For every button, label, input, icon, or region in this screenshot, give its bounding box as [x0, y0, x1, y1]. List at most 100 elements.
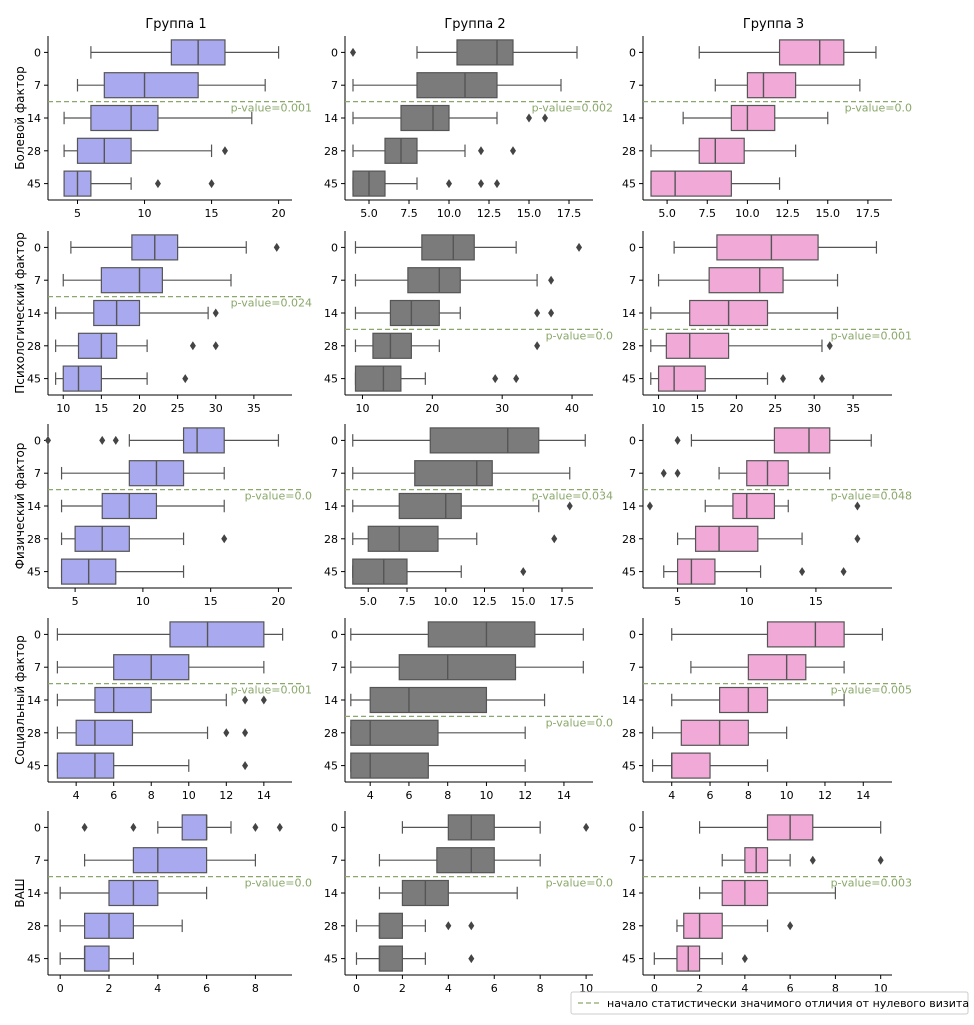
row-label: ВАШ [13, 878, 27, 907]
outlier-marker [877, 855, 884, 865]
outlier-marker [534, 341, 541, 351]
box-7 [76, 72, 266, 99]
y-tick-label: 14 [27, 887, 41, 900]
outlier-marker [526, 113, 532, 123]
box-iqr [766, 621, 845, 648]
x-tick-label: 35 [247, 402, 261, 415]
pvalue-label: p-value=0.001 [231, 102, 312, 115]
box-45 [650, 170, 781, 197]
outlier-marker [45, 435, 51, 445]
box-iqr [657, 365, 706, 392]
pvalue-label: p-value=0.001 [831, 329, 912, 342]
y-tick-label: 14 [27, 694, 41, 707]
box-iqr [352, 558, 408, 585]
y-tick-label: 7 [331, 79, 338, 92]
box-7 [83, 847, 256, 874]
x-tick-label: 17.5 [557, 207, 582, 220]
box-iqr [182, 427, 225, 454]
x-tick-label: 15.0 [511, 595, 536, 608]
box-iqr [367, 525, 439, 552]
box-iqr [103, 72, 199, 99]
x-tick-label: 5 [74, 207, 81, 220]
outlier-marker [520, 567, 527, 577]
x-tick-label: 14 [557, 789, 571, 802]
outlier-marker [478, 179, 484, 189]
x-tick-label: 30 [209, 402, 223, 415]
x-tick-label: 4 [668, 789, 675, 802]
outlier-marker [242, 728, 249, 738]
x-tick-label: 10 [138, 207, 152, 220]
box-0 [673, 234, 878, 261]
x-tick-label: 15.0 [517, 207, 542, 220]
box-7 [56, 654, 265, 681]
y-tick-label: 28 [324, 727, 338, 740]
y-tick-label: 0 [331, 241, 338, 254]
box-0 [674, 427, 872, 454]
x-tick-label: 2 [399, 982, 406, 995]
box-iqr [56, 752, 115, 779]
y-tick-label: 45 [27, 373, 41, 386]
pvalue-label: p-value=0.024 [231, 297, 312, 310]
box-7 [354, 267, 555, 294]
box-iqr [75, 719, 134, 746]
box-iqr [169, 621, 265, 648]
box-7 [721, 847, 884, 874]
box-iqr [708, 267, 784, 294]
box-28 [352, 137, 516, 164]
box-45 [663, 558, 847, 585]
y-tick-label: 0 [629, 241, 636, 254]
x-tick-label: 4 [367, 789, 374, 802]
x-tick-label: 2 [106, 982, 113, 995]
box-7 [62, 267, 232, 294]
outlier-marker [350, 47, 356, 57]
outlier-marker [212, 308, 219, 318]
box-0 [350, 621, 584, 648]
outlier-marker [81, 822, 88, 832]
box-14 [350, 686, 546, 714]
outlier-marker [221, 146, 228, 156]
outlier-marker [242, 695, 249, 705]
x-tick-label: 25 [171, 402, 185, 415]
y-tick-label: 0 [34, 46, 41, 59]
outlier-marker [826, 341, 833, 351]
y-tick-label: 28 [622, 920, 636, 933]
box-14 [698, 879, 837, 907]
box-iqr [676, 558, 716, 585]
outlier-marker [494, 179, 500, 189]
y-tick-label: 0 [629, 821, 636, 834]
box-28 [676, 525, 861, 552]
x-tick-label: 15 [205, 207, 219, 220]
x-tick-label: 5.0 [360, 207, 378, 220]
y-tick-label: 14 [622, 500, 636, 513]
box-iqr [778, 39, 845, 66]
outlier-marker [548, 308, 555, 318]
box-7 [350, 654, 584, 681]
pvalue-label: p-value=0.001 [231, 684, 312, 697]
x-tick-label: 15.0 [815, 207, 840, 220]
x-tick-label: 12 [518, 789, 532, 802]
x-tick-label: 12 [818, 789, 832, 802]
box-iqr [427, 621, 536, 648]
outlier-marker [273, 242, 280, 252]
x-tick-label: 8 [444, 789, 451, 802]
x-tick-label: 6 [203, 982, 210, 995]
panel-r4-c0: 0 7 14 28 45 0 2 4 6 8 p-value=0.0 [27, 811, 312, 995]
y-tick-label: 28 [622, 533, 636, 546]
panel-r0-c1: 0 7 14 28 45 5.0 7.5 10.0 12.5 15.0 17.5 p-value=0.… [324, 36, 613, 220]
outlier-marker [468, 954, 475, 964]
x-tick-label: 6 [491, 982, 498, 995]
panel-r0-c0: 0 7 14 28 45 5 10 15 20 p-value=0.001 [27, 36, 312, 220]
y-tick-label: 14 [324, 887, 338, 900]
panel-r1-c0: 0 7 14 28 45 10 15 20 25 30 35 p-value=0.024 [27, 231, 312, 415]
y-tick-label: 45 [324, 760, 338, 773]
x-tick-label: 5.0 [360, 595, 378, 608]
box-7 [352, 72, 562, 99]
box-7 [690, 654, 845, 681]
outlier-marker [583, 822, 590, 832]
x-tick-label: 8 [537, 982, 544, 995]
y-tick-label: 28 [324, 533, 338, 546]
x-tick-label: 10 [652, 402, 666, 415]
box-28 [650, 137, 797, 164]
x-tick-label: 0 [57, 982, 64, 995]
